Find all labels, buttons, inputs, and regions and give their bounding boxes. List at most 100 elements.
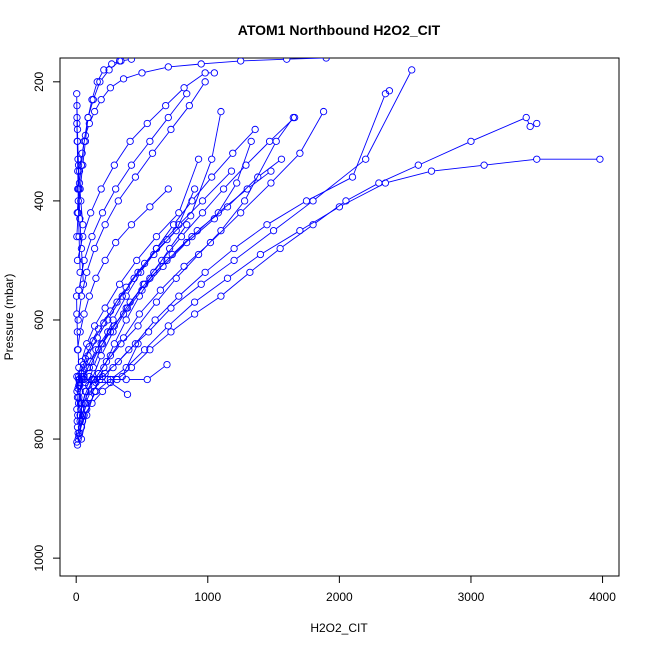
- data-point: [146, 203, 154, 211]
- series-line-segment: [77, 352, 80, 365]
- data-point: [73, 423, 82, 431]
- data-point: [302, 197, 311, 205]
- data-point: [73, 328, 82, 336]
- series-line-segment: [234, 131, 254, 152]
- series-line-segment: [207, 250, 232, 271]
- series-line-segment: [301, 114, 323, 151]
- series-line-segment: [222, 203, 243, 229]
- data-point: [150, 268, 158, 276]
- series-line-segment: [95, 310, 104, 324]
- series-line-segment: [145, 67, 166, 73]
- data-point: [164, 113, 172, 122]
- series-line-segment: [79, 221, 82, 246]
- data-point: [73, 372, 81, 381]
- data-point: [190, 185, 199, 193]
- series-line-segment: [123, 346, 138, 374]
- data-point: [131, 173, 140, 181]
- data-point: [97, 352, 105, 360]
- series-line-segment: [302, 208, 337, 230]
- series-line-segment: [114, 310, 127, 330]
- data-point: [90, 387, 99, 396]
- series-line-segment: [117, 167, 131, 187]
- data-point: [183, 238, 191, 247]
- series-line-segment: [168, 238, 190, 259]
- data-point: [112, 185, 120, 193]
- series-line-segment: [81, 251, 84, 282]
- y-axis-label: Pressure (mbar): [2, 274, 16, 361]
- series-line-segment: [191, 162, 212, 213]
- data-point: [137, 268, 145, 276]
- data-point: [230, 244, 238, 253]
- data-point: [97, 96, 105, 104]
- data-point: [162, 101, 170, 110]
- data-point: [98, 387, 107, 396]
- series-line-segment: [126, 73, 140, 79]
- series-28: [76, 125, 259, 419]
- series-line-segment: [114, 298, 126, 318]
- data-point: [101, 256, 109, 265]
- series-line-segment: [213, 155, 231, 175]
- data-point: [214, 209, 222, 217]
- data-point: [119, 310, 128, 318]
- series-19: [73, 69, 219, 265]
- data-point: [208, 155, 216, 163]
- x-tick-label: 1000: [194, 590, 221, 604]
- series-line-segment: [170, 303, 193, 325]
- data-point: [77, 244, 86, 253]
- series-line-segment: [199, 208, 226, 230]
- data-point: [158, 256, 166, 265]
- series-line-segment: [87, 251, 95, 270]
- data-point: [90, 322, 99, 330]
- series-29: [80, 113, 299, 407]
- series-line-segment: [193, 179, 211, 199]
- data-point: [123, 304, 132, 312]
- series-line-segment: [78, 192, 81, 216]
- series-line-segment: [77, 204, 80, 234]
- x-axis-label: H2O2_CIT: [310, 621, 368, 635]
- series-line-segment: [98, 72, 103, 80]
- series-line-segment: [136, 155, 152, 175]
- data-point: [146, 346, 154, 354]
- series-line-segment: [144, 262, 161, 282]
- series-line-segment: [215, 185, 236, 217]
- data-point: [100, 66, 108, 74]
- data-point: [193, 227, 201, 235]
- data-point: [265, 137, 274, 146]
- series-line-segment: [79, 388, 82, 401]
- data-point: [101, 304, 109, 312]
- y-tick-label: 200: [32, 71, 46, 91]
- data-point: [74, 167, 82, 175]
- data-point: [269, 227, 278, 235]
- data-point: [229, 149, 237, 157]
- data-point: [256, 250, 265, 259]
- series-line-segment: [269, 202, 304, 224]
- series-line-segment: [157, 227, 173, 247]
- data-point: [150, 250, 158, 259]
- data-point: [96, 78, 104, 86]
- series-line-segment: [353, 96, 385, 175]
- series-line-segment: [243, 58, 284, 62]
- data-point: [272, 137, 280, 146]
- series-line-segment: [81, 418, 87, 437]
- data-point: [143, 375, 151, 384]
- data-point: [335, 203, 344, 211]
- series-line-segment: [473, 118, 524, 141]
- series-line-segment: [84, 382, 92, 401]
- data-point: [183, 90, 191, 98]
- data-point: [77, 399, 85, 407]
- data-point: [127, 363, 136, 372]
- series-line-segment: [81, 361, 85, 371]
- data-point: [152, 232, 161, 241]
- data-point: [79, 221, 87, 229]
- series-line-segment: [260, 160, 280, 176]
- data-point: [187, 212, 195, 220]
- data-point: [73, 125, 82, 134]
- series-line-segment: [88, 102, 93, 115]
- data-point: [78, 149, 86, 157]
- data-point: [533, 119, 541, 128]
- series-line-segment: [93, 84, 100, 97]
- series-line-segment: [151, 256, 171, 277]
- data-point: [414, 161, 422, 169]
- series-7: [74, 155, 286, 419]
- data-point: [198, 197, 207, 205]
